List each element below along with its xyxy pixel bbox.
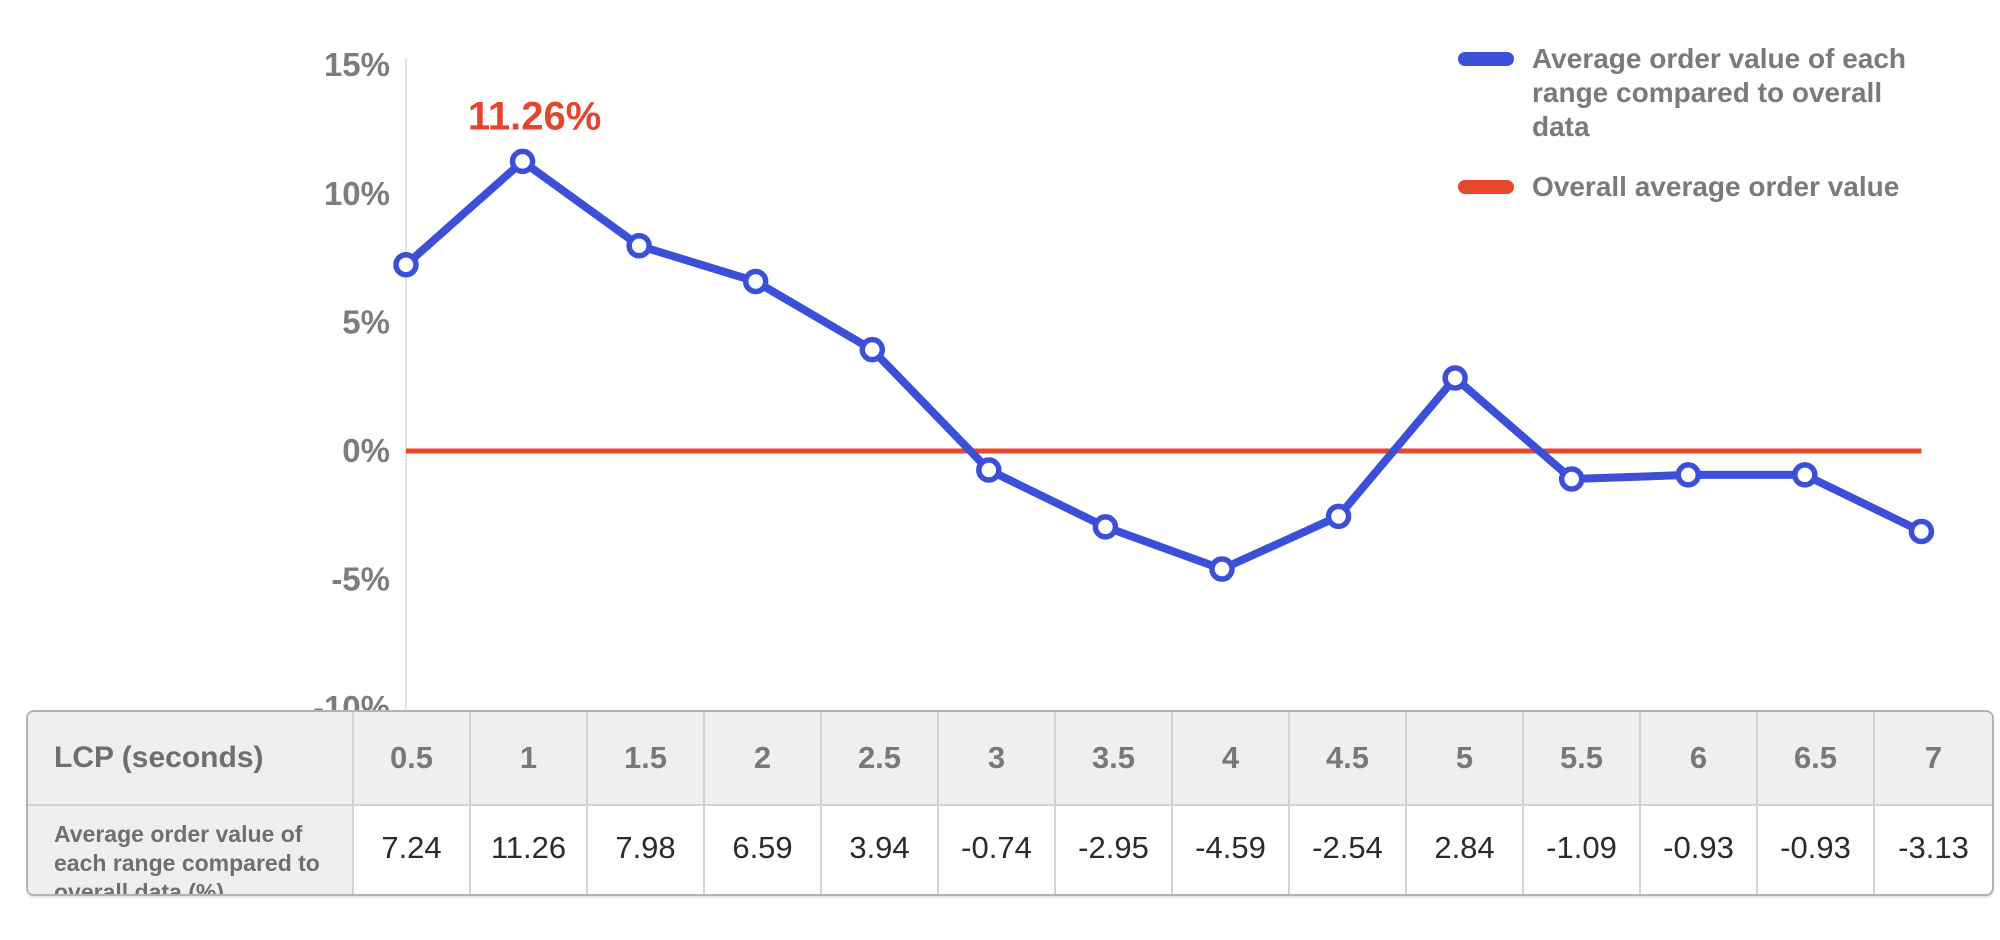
- table-header-cell: 0.5: [354, 712, 471, 806]
- table-header-cell: 6.5: [1758, 712, 1875, 806]
- table-header-cell: 4.5: [1290, 712, 1407, 806]
- table-header-cell: 2: [705, 712, 822, 806]
- data-point-marker: [742, 268, 769, 295]
- table-header-cell: 3: [939, 712, 1056, 806]
- table-header-cell: 1: [471, 712, 588, 806]
- table-value-cell: 11.26: [471, 806, 588, 894]
- chart-legend: Average order value of each range compar…: [1458, 42, 1938, 204]
- data-point-marker: [1558, 466, 1585, 492]
- y-axis-tick-label: 10%: [324, 175, 390, 212]
- red-line-swatch-icon: [1458, 180, 1514, 194]
- legend-label-overall-average: Overall average order value: [1532, 171, 1900, 202]
- table-value-cell: 3.94: [822, 806, 939, 894]
- data-point-marker: [1092, 514, 1119, 540]
- y-axis-tick-label: 15%: [324, 46, 390, 83]
- table-value-cell: 2.84: [1407, 806, 1524, 894]
- table-value-cell: -1.09: [1524, 806, 1641, 894]
- table-corner-label: LCP (seconds): [28, 712, 354, 806]
- table-header-cell: 6: [1641, 712, 1758, 806]
- data-point-marker: [1442, 365, 1468, 391]
- aov-vs-lcp-chart: 15% 10% 5% 0% -5% -10% 11.26%: [313, 46, 1935, 712]
- data-point-marker: [976, 457, 1002, 483]
- table-row-label: Average order value of each range compar…: [28, 806, 354, 894]
- blue-line-swatch-icon: [1458, 52, 1514, 66]
- legend-item-aov-series: Average order value of each range compar…: [1458, 42, 1938, 144]
- table-header-cell: 7: [1875, 712, 1992, 806]
- legend-label-line1: Average order value of each: [1532, 43, 1907, 74]
- y-axis-tick-label: -5%: [331, 561, 390, 598]
- table-header-cell: 3.5: [1056, 712, 1173, 806]
- data-point-marker: [626, 233, 652, 259]
- table-value-cell: -0.93: [1758, 806, 1875, 894]
- table-value-cell: 6.59: [705, 806, 822, 894]
- table-header-cell: 1.5: [588, 712, 705, 806]
- data-point-marker: [1209, 556, 1235, 582]
- data-point-marker: [859, 336, 886, 363]
- table-header-cell: 5: [1407, 712, 1524, 806]
- y-axis-tick-label: -10%: [313, 689, 390, 712]
- table-value-cell: -0.74: [939, 806, 1056, 894]
- table-value-cell: -3.13: [1898, 830, 1969, 865]
- table-value-cell: -2.54: [1290, 806, 1407, 894]
- data-point-marker: [1675, 462, 1702, 488]
- data-point-marker: [1908, 518, 1935, 545]
- lcp-data-table: LCP (seconds) 0.5 1 1.5 2 2.5 3 3.5 4 4.5 5 5.5 6 6.…: [26, 710, 1994, 896]
- y-axis-tick-label: 0%: [342, 432, 390, 469]
- data-point-marker: [1325, 503, 1352, 530]
- data-point-marker: [1792, 462, 1818, 488]
- table-header-cell: 2.5: [822, 712, 939, 806]
- table-value-cell: -0.93: [1641, 806, 1758, 894]
- peak-value-annotation: 11.26%: [468, 94, 601, 138]
- legend-label-line2: range compared to overall data: [1532, 77, 1883, 142]
- legend-item-overall-average: Overall average order value: [1458, 170, 1938, 204]
- data-point-marker: [509, 148, 536, 175]
- y-axis-tick-label: 5%: [342, 303, 390, 340]
- table-value-cell: 7.98: [588, 806, 705, 894]
- table-value-cell: -2.95: [1056, 806, 1173, 894]
- table-header-cell: 5.5: [1524, 712, 1641, 806]
- table-value-cell: -4.59: [1173, 806, 1290, 894]
- data-point-marker: [393, 252, 419, 278]
- table-value-cell: 7.24: [354, 806, 471, 894]
- legend-label-aov-series: Average order value of each range compar…: [1532, 42, 1938, 144]
- aov-series-line: [402, 157, 1926, 574]
- table-header-cell: 4: [1173, 712, 1290, 806]
